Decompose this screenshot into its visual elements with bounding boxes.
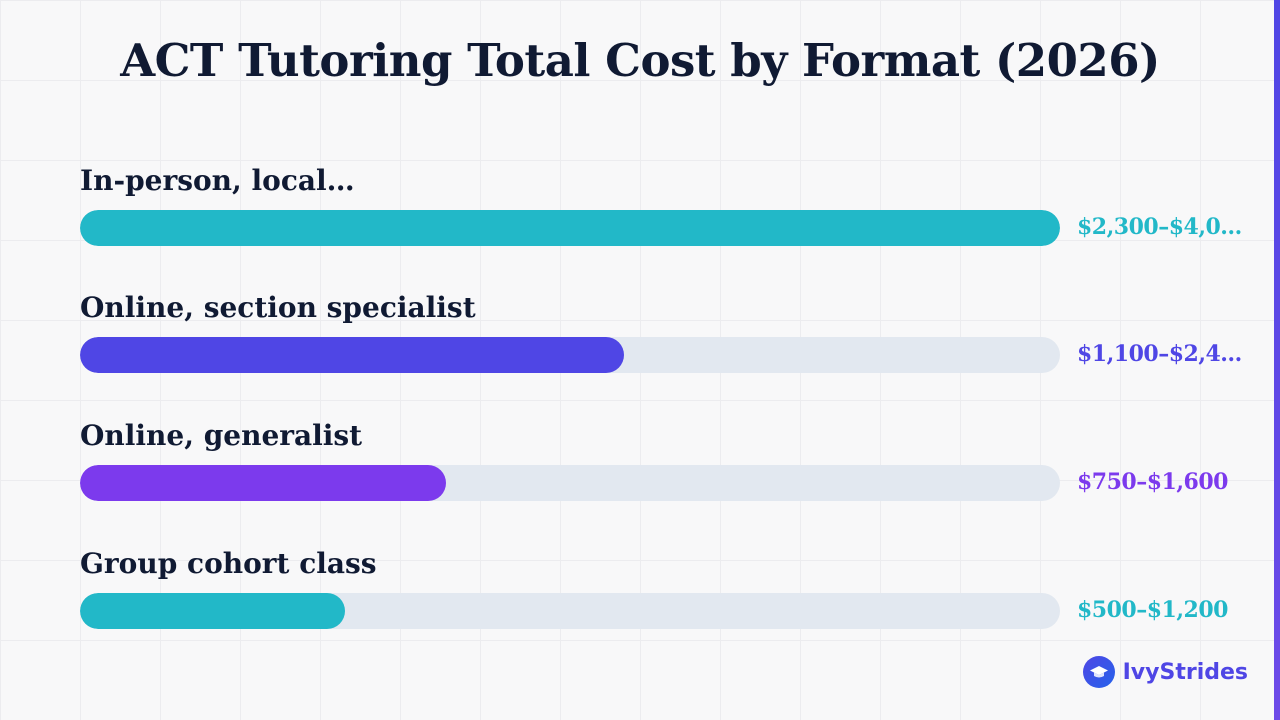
bar-track xyxy=(80,593,1060,629)
bar-category-label: Online, section specialist xyxy=(80,291,476,324)
bar-fill xyxy=(80,465,446,501)
brand-logo: IvyStrides xyxy=(1082,656,1248,688)
bar-value-label: $1,100–$2,4… xyxy=(1077,341,1242,367)
bar-track xyxy=(80,465,1060,501)
accent-stripe xyxy=(1274,0,1280,720)
bar-category-label: In-person, local… xyxy=(80,164,355,197)
bar-row: Online, section specialist $1,100–$2,4… xyxy=(80,291,1260,391)
bar-category-label: Group cohort class xyxy=(80,547,377,580)
bar-category-label: Online, generalist xyxy=(80,419,363,452)
bar-fill xyxy=(80,337,624,373)
bar-row: Group cohort class $500–$1,200 xyxy=(80,547,1260,647)
bar-value-label: $750–$1,600 xyxy=(1077,469,1228,495)
chart-title: ACT Tutoring Total Cost by Format (2026) xyxy=(120,34,1160,87)
bar-track xyxy=(80,337,1060,373)
bar-fill xyxy=(80,210,1060,246)
bar-row: In-person, local… $2,300–$4,0… xyxy=(80,164,1260,264)
graduation-cap-icon xyxy=(1082,656,1115,688)
bar-row: Online, generalist $750–$1,600 xyxy=(80,419,1260,519)
brand-name: IvyStrides xyxy=(1122,659,1248,685)
bar-fill xyxy=(80,593,345,629)
bar-track xyxy=(80,210,1060,246)
bar-value-label: $2,300–$4,0… xyxy=(1077,214,1242,240)
bar-value-label: $500–$1,200 xyxy=(1077,597,1228,623)
